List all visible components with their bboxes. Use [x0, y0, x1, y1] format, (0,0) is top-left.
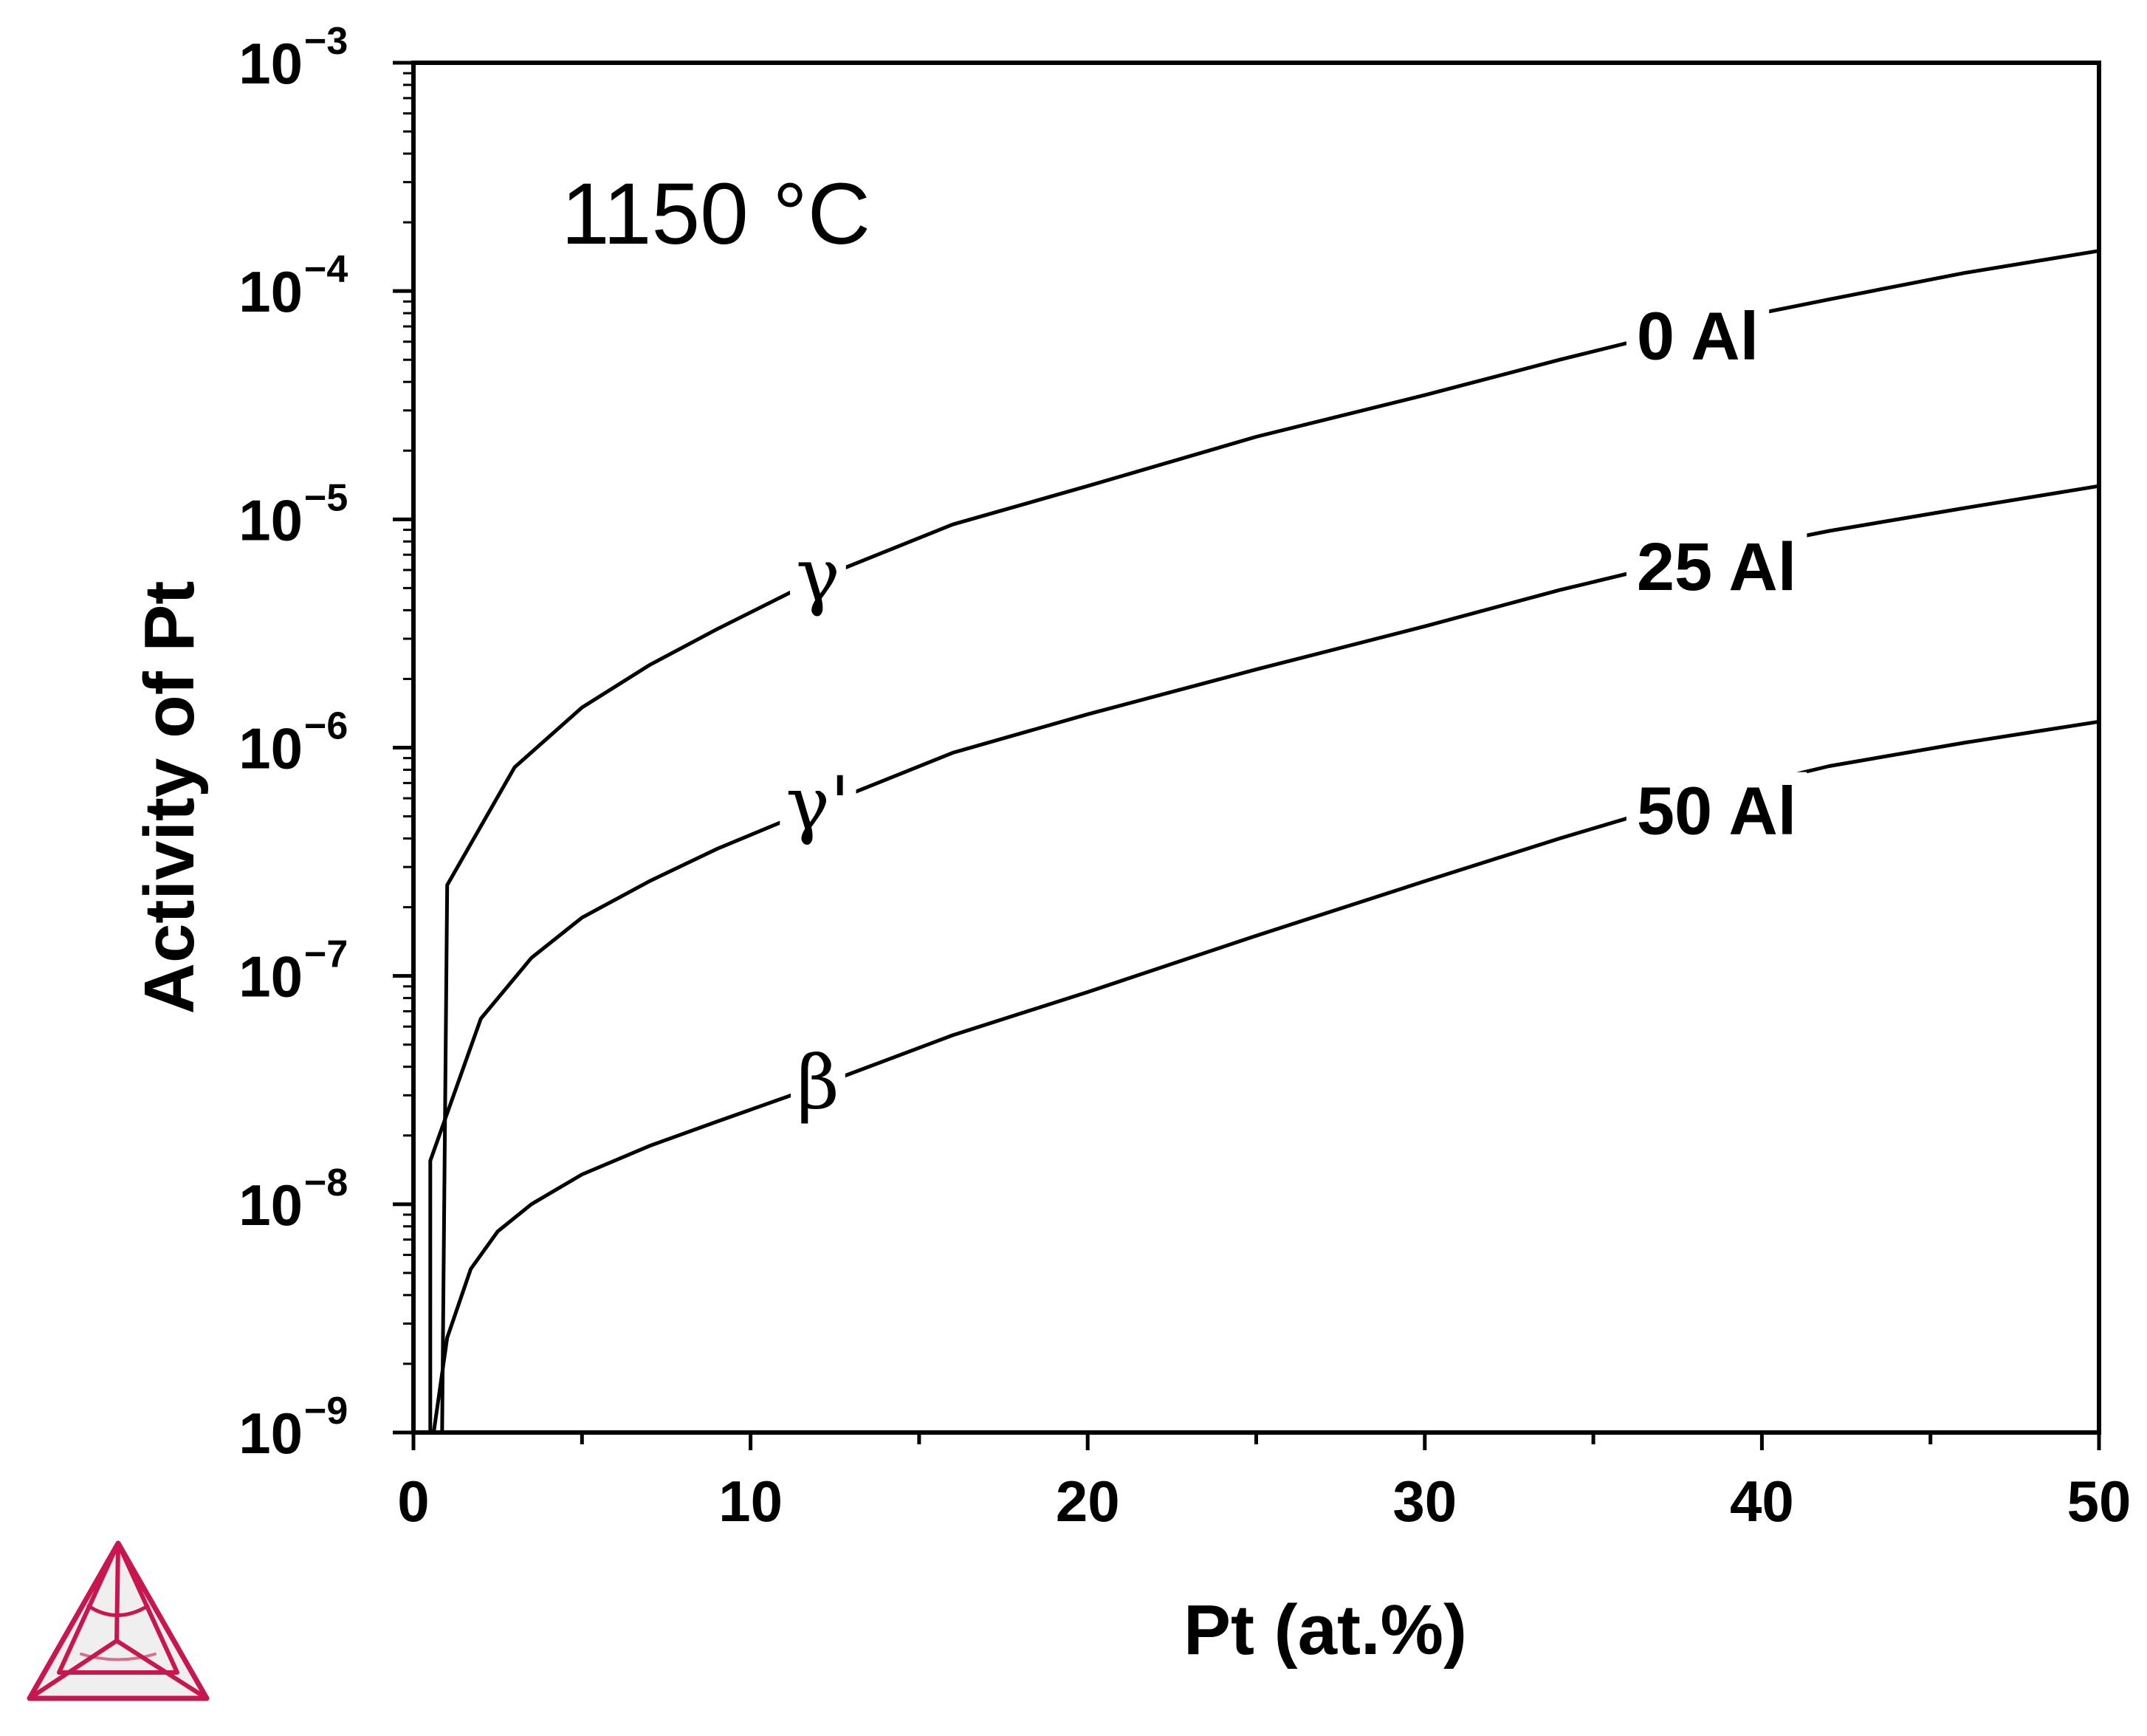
series-label: 50 Al [1637, 774, 1796, 849]
series-label-background [1626, 772, 1807, 851]
series-line-1 [440, 249, 2100, 1433]
y-tick-exponent: −4 [304, 248, 348, 291]
series-line-3 [431, 719, 2100, 1433]
x-axis-title: Pt (at.%) [1184, 1591, 1467, 1670]
y-tick-exponent: −3 [304, 20, 348, 63]
y-tick-label: 10 [238, 944, 303, 1009]
y-tick-exponent: −9 [304, 1390, 348, 1433]
y-tick-exponent: −8 [304, 1162, 348, 1204]
y-tick-label: 10 [238, 1401, 303, 1466]
y-axis-title: Activity of Pt [130, 581, 209, 1015]
temperature-annotation: 1150 °C [561, 165, 870, 263]
y-tick-label: 10 [238, 31, 303, 96]
phase-label: γ' [786, 761, 850, 847]
phase-label-background [790, 532, 846, 619]
series-label: 0 Al [1637, 298, 1759, 374]
x-tick-label: 30 [1392, 1469, 1457, 1534]
plot-frame [411, 61, 2101, 1435]
phase-label: β [797, 1040, 839, 1126]
x-tick-label: 10 [718, 1469, 783, 1534]
series-label-background [1626, 297, 1770, 376]
y-tick-exponent: −5 [304, 476, 348, 519]
x-tick-label: 0 [397, 1469, 429, 1534]
series-line-2 [428, 484, 2100, 1433]
y-tick-exponent: −7 [304, 933, 348, 976]
y-tick-label: 10 [238, 716, 303, 781]
x-tick-label: 20 [1056, 1469, 1120, 1534]
series-label-background [1626, 527, 1807, 606]
y-tick-label: 10 [238, 487, 303, 552]
x-tick-label: 40 [1730, 1469, 1794, 1534]
phase-label: γ [796, 532, 840, 619]
y-tick-label: 10 [238, 259, 303, 324]
thermo-calc-triangle-logo [27, 1540, 210, 1701]
series-label: 25 Al [1637, 529, 1796, 605]
y-tick-label: 10 [238, 1173, 303, 1238]
y-tick-exponent: −6 [304, 705, 348, 748]
phase-label-background [780, 760, 856, 847]
x-tick-label: 50 [2067, 1469, 2131, 1534]
phase-label-background [791, 1039, 845, 1126]
